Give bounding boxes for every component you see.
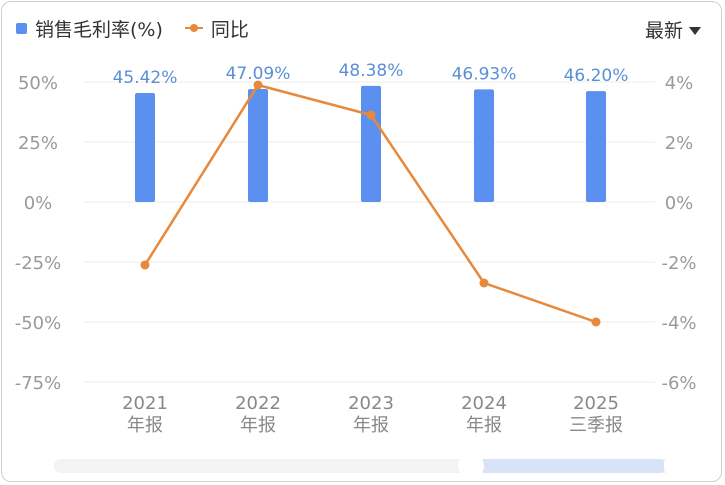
x-tick-label-period: 年报 — [127, 415, 163, 436]
period-selector[interactable]: 最新 — [645, 16, 701, 43]
yoy-point — [366, 110, 376, 120]
legend-label-gross-margin: 销售毛利率(%) — [35, 18, 163, 41]
bar — [135, 92, 155, 202]
yoy-point — [479, 278, 489, 288]
scrollbar-right-handle[interactable] — [664, 456, 690, 476]
yoy-point — [253, 80, 263, 90]
bar-swatch-icon — [16, 22, 27, 34]
y-left-tick-label: 25% — [18, 133, 58, 154]
line-swatch-icon — [184, 22, 203, 34]
x-tick-label-period: 三季报 — [569, 415, 623, 436]
bar-value-label: 46.20% — [564, 66, 629, 86]
x-tick-label-year: 2024 — [461, 393, 507, 414]
y-right-tick-label: -2% — [661, 253, 696, 274]
bar — [474, 89, 494, 202]
y-left-tick-label: -50% — [15, 313, 62, 334]
y-right-tick-label: 0% — [665, 193, 694, 214]
bar-value-label: 47.09% — [226, 64, 291, 84]
legend-label-yoy: 同比 — [210, 18, 249, 41]
y-right-tick-label: 2% — [665, 133, 694, 154]
y-right-tick-label: -4% — [661, 313, 696, 334]
period-selector-label: 最新 — [644, 20, 683, 42]
bar-value-label: 46.93% — [452, 64, 517, 84]
yoy-point — [591, 317, 601, 327]
chart-legend: 销售毛利率(%) 同比 — [16, 15, 249, 42]
x-tick-label-year: 2021 — [122, 393, 168, 414]
x-tick-label-period: 年报 — [466, 415, 502, 436]
y-left-tick-label: -75% — [15, 373, 62, 394]
legend-item-yoy[interactable]: 同比 — [184, 15, 249, 42]
caret-down-icon — [689, 26, 701, 35]
x-tick-label-year: 2025 — [573, 393, 619, 414]
bar — [361, 85, 381, 202]
x-tick-label-period: 年报 — [240, 415, 276, 436]
bar-value-label: 45.42% — [113, 68, 178, 88]
scrollbar-left-handle[interactable] — [458, 456, 484, 476]
scrollbar-thumb[interactable] — [482, 459, 664, 473]
y-left-tick-label: -25% — [15, 253, 62, 274]
bar — [586, 91, 606, 202]
bar-value-label: 48.38% — [339, 61, 404, 81]
yoy-point — [140, 260, 150, 270]
x-tick-label-year: 2023 — [348, 393, 394, 414]
x-tick-label-period: 年报 — [353, 415, 389, 436]
y-left-tick-label: 0% — [24, 193, 53, 214]
legend-item-gross-margin[interactable]: 销售毛利率(%) — [16, 15, 163, 42]
bar — [248, 88, 268, 202]
y-left-tick-label: 50% — [18, 73, 58, 94]
x-tick-label-year: 2022 — [235, 393, 281, 414]
y-right-tick-label: -6% — [661, 373, 696, 394]
range-scrollbar[interactable] — [54, 456, 690, 476]
y-right-tick-label: 4% — [665, 73, 694, 94]
